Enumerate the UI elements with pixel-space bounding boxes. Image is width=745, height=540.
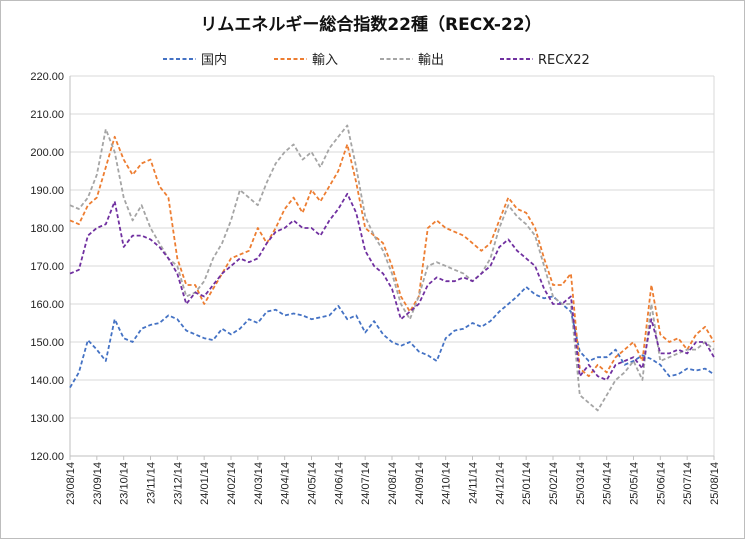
x-tick-label: 24/02/14 bbox=[226, 462, 238, 505]
y-tick-label: 170.00 bbox=[30, 261, 64, 273]
y-tick-label: 160.00 bbox=[30, 299, 64, 311]
series-line-0 bbox=[69, 285, 715, 389]
y-tick-label: 120.00 bbox=[30, 451, 64, 463]
x-tick-label: 25/07/14 bbox=[682, 462, 694, 505]
x-tick-label: 25/01/14 bbox=[521, 462, 533, 505]
x-tick-label: 24/09/14 bbox=[414, 462, 426, 505]
x-tick-label: 24/12/14 bbox=[494, 462, 506, 505]
y-tick-label: 220.00 bbox=[30, 71, 64, 83]
x-tick-label: 24/03/14 bbox=[253, 462, 265, 505]
x-tick-label: 25/08/14 bbox=[709, 462, 721, 505]
y-tick-label: 140.00 bbox=[30, 375, 64, 387]
y-tick-label: 150.00 bbox=[30, 337, 64, 349]
x-tick-label: 23/12/14 bbox=[172, 462, 184, 505]
x-axis-ticks: 23/08/14 23/09/14 23/10/14 23/11/14 23/12/14… bbox=[65, 456, 721, 505]
x-tick-label: 24/07/14 bbox=[360, 462, 372, 505]
legend-label: 輸出 bbox=[418, 53, 444, 68]
y-tick-label: 200.00 bbox=[30, 147, 64, 159]
x-tick-label: 23/09/14 bbox=[92, 462, 104, 505]
legend: 国内 輸入 輸出 RECX22 bbox=[163, 52, 590, 68]
x-tick-label: 25/02/14 bbox=[548, 462, 560, 505]
series-group bbox=[69, 124, 715, 412]
x-tick-label: 25/05/14 bbox=[629, 462, 641, 505]
x-tick-label: 24/06/14 bbox=[333, 462, 345, 505]
x-tick-label: 25/06/14 bbox=[655, 462, 667, 505]
x-tick-label: 25/04/14 bbox=[602, 462, 614, 505]
series-line-2 bbox=[69, 124, 715, 412]
series-line-1 bbox=[69, 135, 715, 378]
x-tick-label: 24/05/14 bbox=[307, 462, 319, 505]
y-tick-label: 210.00 bbox=[30, 109, 64, 121]
x-tick-label: 23/10/14 bbox=[119, 462, 131, 505]
y-tick-label: 130.00 bbox=[30, 413, 64, 425]
series-line-3 bbox=[69, 192, 715, 381]
x-tick-label: 24/10/14 bbox=[441, 462, 453, 505]
y-tick-label: 190.00 bbox=[30, 185, 64, 197]
legend-label: 国内 bbox=[201, 52, 227, 68]
x-tick-label: 24/11/14 bbox=[468, 462, 480, 504]
x-tick-label: 25/03/14 bbox=[575, 462, 587, 505]
x-tick-label: 24/08/14 bbox=[387, 462, 399, 505]
y-axis-ticks: 120.00 130.00 140.00 150.00 160.00 170.00 180.… bbox=[30, 71, 64, 463]
x-tick-label: 24/01/14 bbox=[199, 462, 211, 505]
x-tick-label: 24/04/14 bbox=[280, 462, 292, 505]
y-tick-label: 180.00 bbox=[30, 223, 64, 235]
chart-title: リムエネルギー総合指数22種（RECX-22） bbox=[200, 14, 541, 35]
x-tick-label: 23/11/14 bbox=[146, 462, 158, 504]
legend-label: 輸入 bbox=[312, 53, 338, 68]
x-tick-label: 23/08/14 bbox=[65, 462, 77, 505]
legend-label: RECX22 bbox=[538, 53, 590, 68]
